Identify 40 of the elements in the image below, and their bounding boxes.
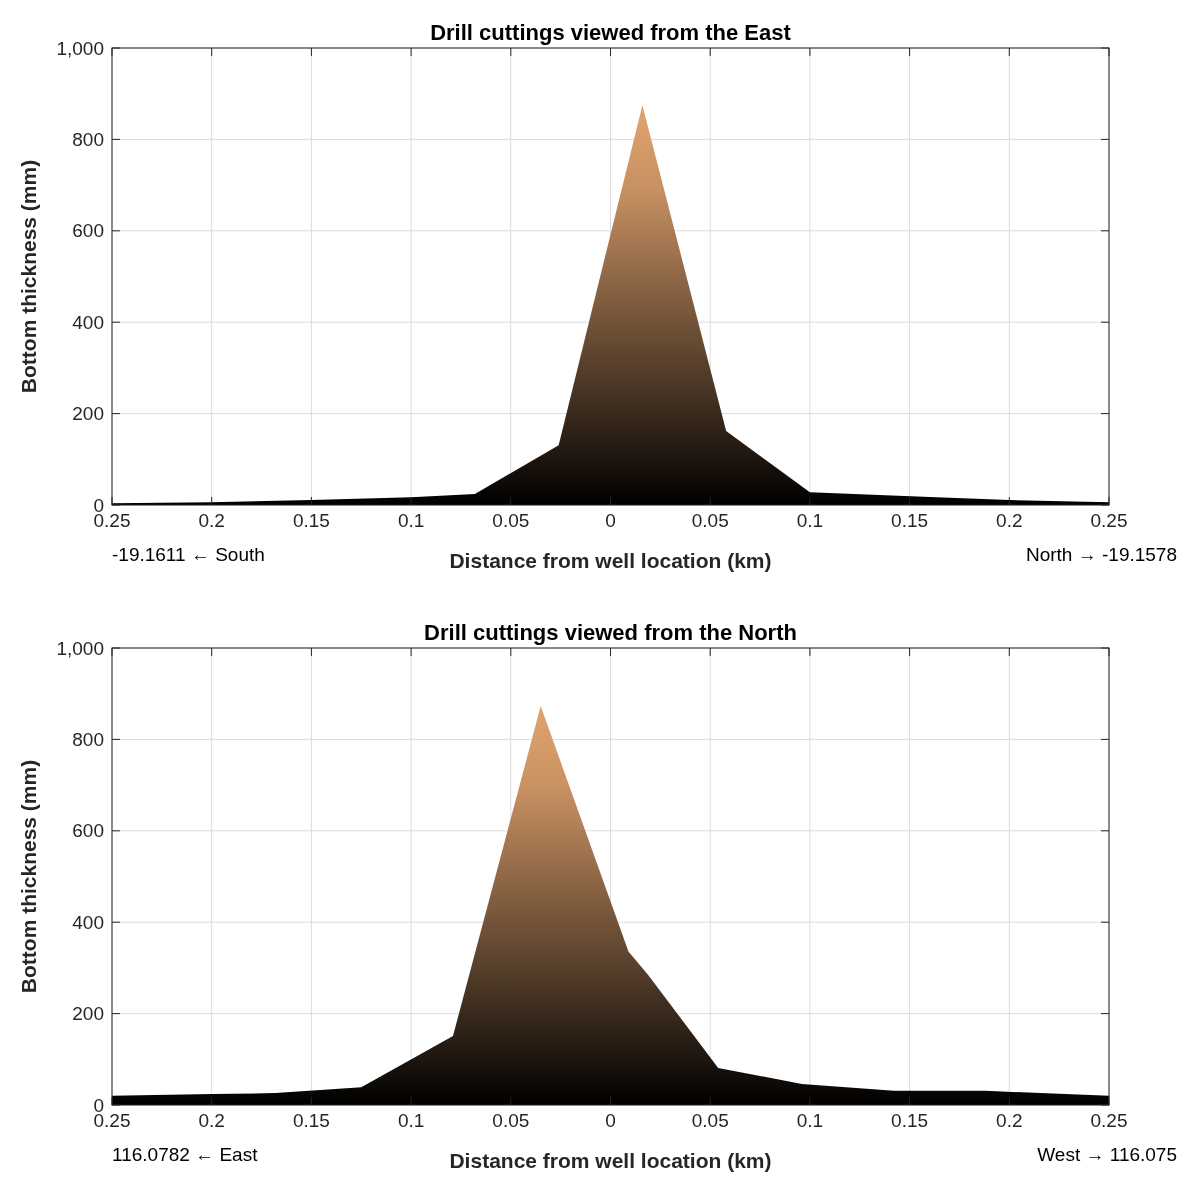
text: -19.1611 ← South: [112, 544, 265, 565]
text: West → 116.075: [1037, 1144, 1177, 1165]
y-tick-label: 600: [72, 220, 104, 242]
y-tick-label: 600: [72, 820, 104, 842]
y-tick-label: 400: [72, 311, 104, 333]
text: North → -19.1578: [1025, 544, 1177, 565]
x-tick-label: 0.05: [492, 1110, 530, 1131]
x-tick-label: 0.2: [198, 510, 225, 531]
chart-title: Drill cuttings viewed from the East: [430, 20, 792, 45]
x-tick-label: 0.25: [1090, 510, 1128, 531]
x-tick-label: 0.15: [292, 510, 330, 531]
x-tick-label: 0.15: [891, 510, 929, 531]
x-tick-label: 0.15: [891, 1110, 929, 1131]
y-tick-label: 200: [72, 1003, 104, 1025]
x-axis-title: Distance from well location (km): [449, 1149, 772, 1172]
x-tick-label: 0.15: [292, 1110, 330, 1131]
x-tick-label: 0.25: [1090, 1110, 1128, 1131]
x-tick-label: 0.05: [691, 1110, 729, 1131]
y-tick-label: 1,000: [56, 637, 104, 659]
x-tick-label: 0.2: [198, 1110, 225, 1131]
x-axis-title: Distance from well location (km): [449, 549, 772, 572]
y-tick-label: 800: [72, 129, 104, 151]
y-tick-label: 1,000: [56, 37, 104, 59]
chart-title: Drill cuttings viewed from the North: [424, 620, 797, 645]
x-tick-label: 0.2: [996, 510, 1023, 531]
y-axis-title: Bottom thickness (mm): [17, 759, 40, 994]
y-axis-title: Bottom thickness (mm): [17, 159, 40, 394]
y-tick-label: 400: [72, 911, 104, 933]
x-tick-label: 0.1: [397, 510, 425, 531]
x-tick-label: 0.1: [796, 510, 824, 531]
x-tick-label: 0.1: [397, 1110, 425, 1131]
x-tick-label: 0.05: [691, 510, 729, 531]
x-tick-label: 0.2: [996, 1110, 1023, 1131]
x-tick-label: 0: [605, 510, 616, 531]
y-tick-label: 200: [72, 403, 104, 425]
y-tick-label: 800: [72, 729, 104, 751]
x-tick-label: 0.05: [492, 510, 530, 531]
text: 116.0782 ← East: [112, 1144, 259, 1165]
x-tick-label: 0.1: [796, 1110, 824, 1131]
x-tick-label: 0: [605, 1110, 616, 1131]
